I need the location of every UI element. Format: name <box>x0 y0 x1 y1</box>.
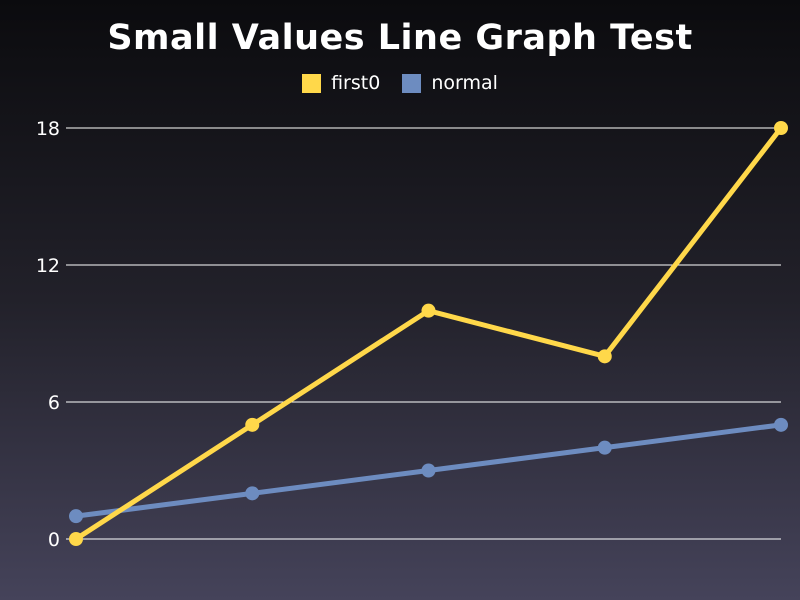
legend: first0 normal <box>0 72 800 94</box>
series-first0 <box>69 121 788 546</box>
data-point-normal <box>421 463 436 478</box>
legend-label-normal: normal <box>431 72 498 94</box>
legend-item-normal: normal <box>402 72 498 94</box>
legend-label-first0: first0 <box>331 72 381 94</box>
series-layer <box>69 121 788 546</box>
grid-layer <box>66 127 781 540</box>
legend-swatch-normal <box>402 73 422 93</box>
data-point-normal <box>774 417 788 432</box>
series-normal <box>69 417 788 524</box>
data-point-first0 <box>421 303 436 318</box>
y-tick-label: 0 <box>48 529 60 551</box>
legend-swatch-first0 <box>302 73 322 93</box>
data-point-normal <box>69 509 83 524</box>
legend-item-first0: first0 <box>302 72 380 94</box>
y-tick-labels: 0 6 12 18 <box>36 118 60 551</box>
data-point-first0 <box>774 121 788 135</box>
y-tick-label: 6 <box>48 392 60 414</box>
data-point-normal <box>597 440 612 455</box>
data-point-first0 <box>245 417 260 432</box>
data-point-first0 <box>69 532 83 546</box>
data-point-first0 <box>597 349 612 364</box>
chart-title: Small Values Line Graph Test <box>107 18 693 58</box>
y-tick-label: 18 <box>36 118 60 140</box>
y-tick-label: 12 <box>36 255 60 277</box>
data-point-normal <box>245 486 260 501</box>
